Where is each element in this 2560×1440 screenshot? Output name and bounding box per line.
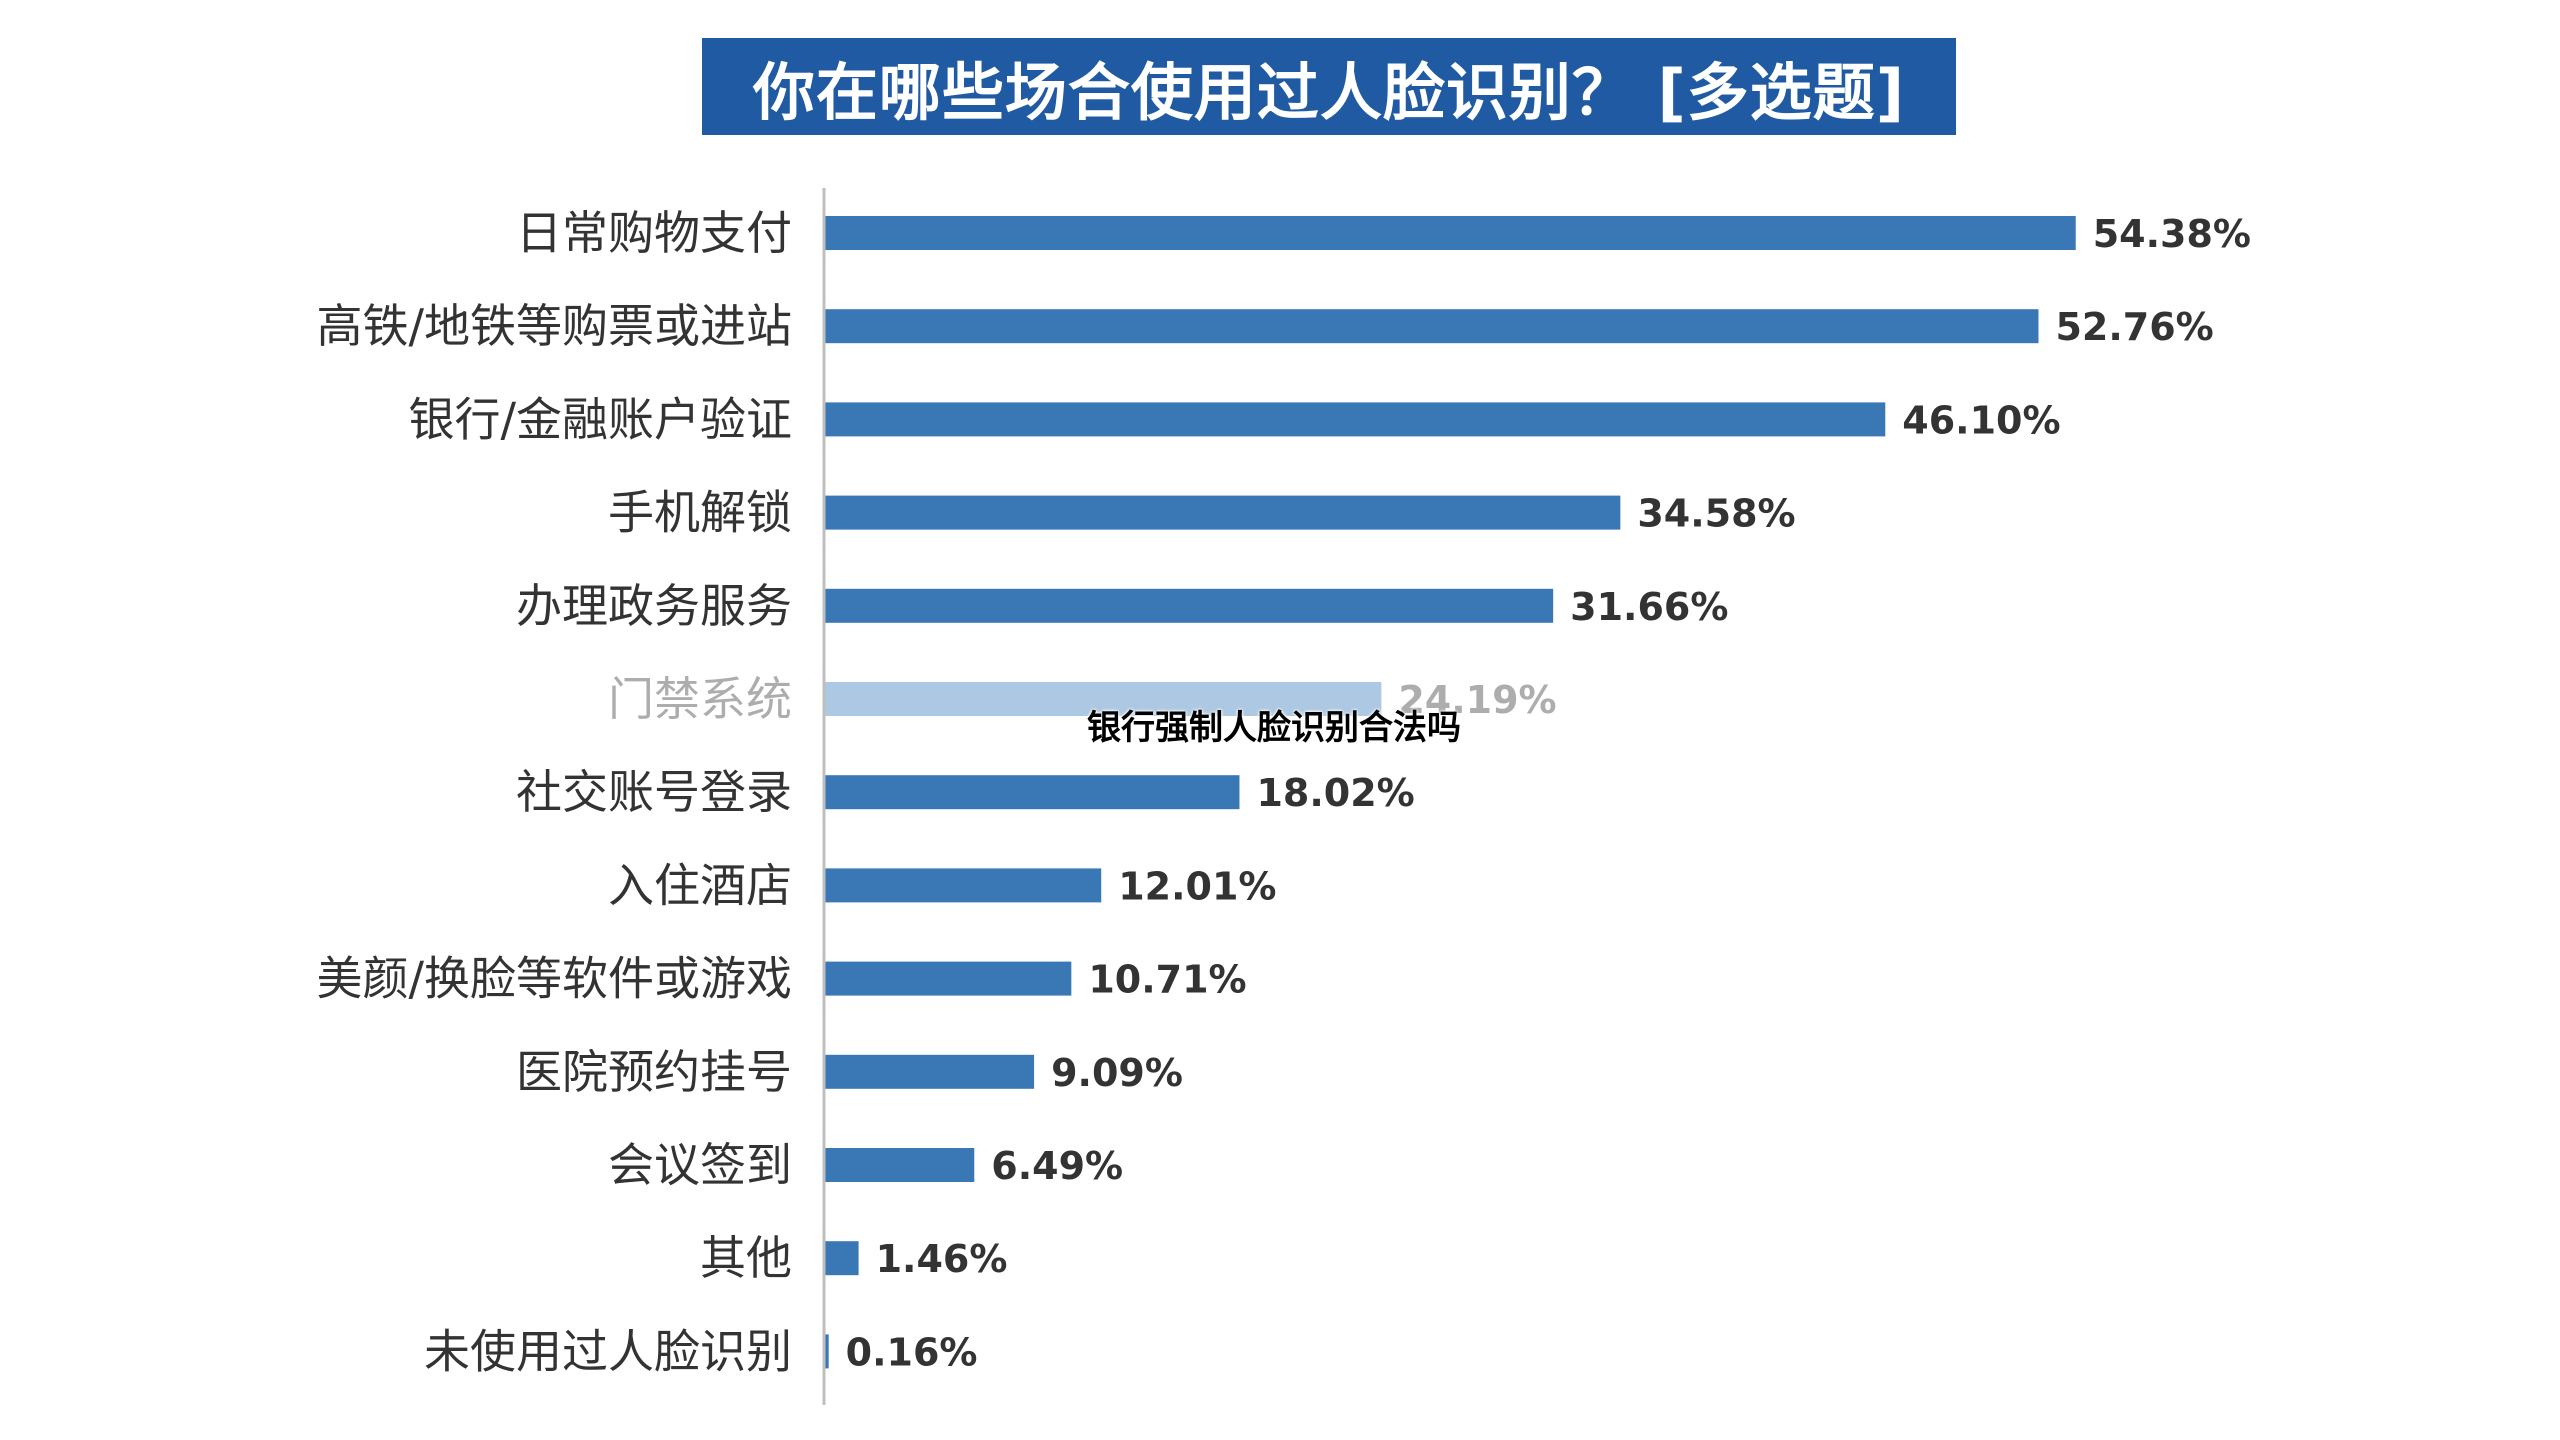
category-label-11: 其他	[700, 1231, 792, 1285]
category-label-10: 会议签到	[608, 1138, 792, 1192]
category-label-4: 办理政务服务	[516, 579, 792, 633]
value-label-2: 46.10%	[1902, 398, 2060, 442]
category-label-2: 银行/金融账户验证	[409, 392, 793, 446]
bar-4	[825, 588, 1554, 623]
value-label-5: 24.19%	[1398, 678, 1556, 722]
category-label-7: 入住酒店	[608, 858, 792, 912]
value-label-8: 10.71%	[1088, 958, 1246, 1002]
bar-10	[825, 1148, 975, 1182]
value-label-11: 1.46%	[876, 1237, 1008, 1281]
value-label-1: 52.76%	[2055, 305, 2213, 349]
bar-1	[825, 309, 2039, 344]
overlay-caption: 银行强制人脸识别合法吗	[1087, 708, 1461, 748]
bar-6	[825, 775, 1240, 810]
category-label-0: 日常购物支付	[516, 206, 792, 260]
bar-9	[825, 1054, 1035, 1089]
value-label-0: 54.38%	[2093, 212, 2251, 256]
bar-7	[825, 868, 1102, 903]
value-label-3: 34.58%	[1637, 492, 1795, 536]
category-label-6: 社交账号登录	[516, 765, 792, 819]
bars-layer: 日常购物支付 54.38% 高铁/地铁等购票或进站 52.76% 银行/金融账户验证 46…	[317, 206, 2252, 1378]
value-label-7: 12.01%	[1118, 864, 1276, 908]
category-label-5: 门禁系统	[608, 672, 792, 726]
category-label-9: 医院预约挂号	[516, 1045, 792, 1099]
value-label-6: 18.02%	[1256, 771, 1414, 815]
value-label-12: 0.16%	[846, 1330, 978, 1374]
category-label-3: 手机解锁	[608, 486, 792, 540]
bar-12	[825, 1334, 829, 1369]
bar-11	[825, 1241, 859, 1276]
value-label-4: 31.66%	[1570, 585, 1728, 629]
category-label-1: 高铁/地铁等购票或进站	[317, 299, 793, 353]
bar-5	[825, 682, 1382, 716]
bar-2	[825, 402, 1886, 437]
chart-title-banner: 你在哪些场合使用过人脸识别？ [多选题]	[702, 38, 1956, 135]
bar-0	[825, 216, 2076, 250]
bar-8	[825, 961, 1072, 996]
chart-title: 你在哪些场合使用过人脸识别？ [多选题]	[752, 55, 1906, 129]
bar-3	[825, 495, 1621, 530]
category-label-8: 美颜/换脸等软件或游戏	[317, 952, 793, 1006]
value-label-10: 6.49%	[991, 1144, 1123, 1188]
category-label-12: 未使用过人脸识别	[424, 1324, 792, 1378]
value-label-9: 9.09%	[1051, 1051, 1183, 1095]
